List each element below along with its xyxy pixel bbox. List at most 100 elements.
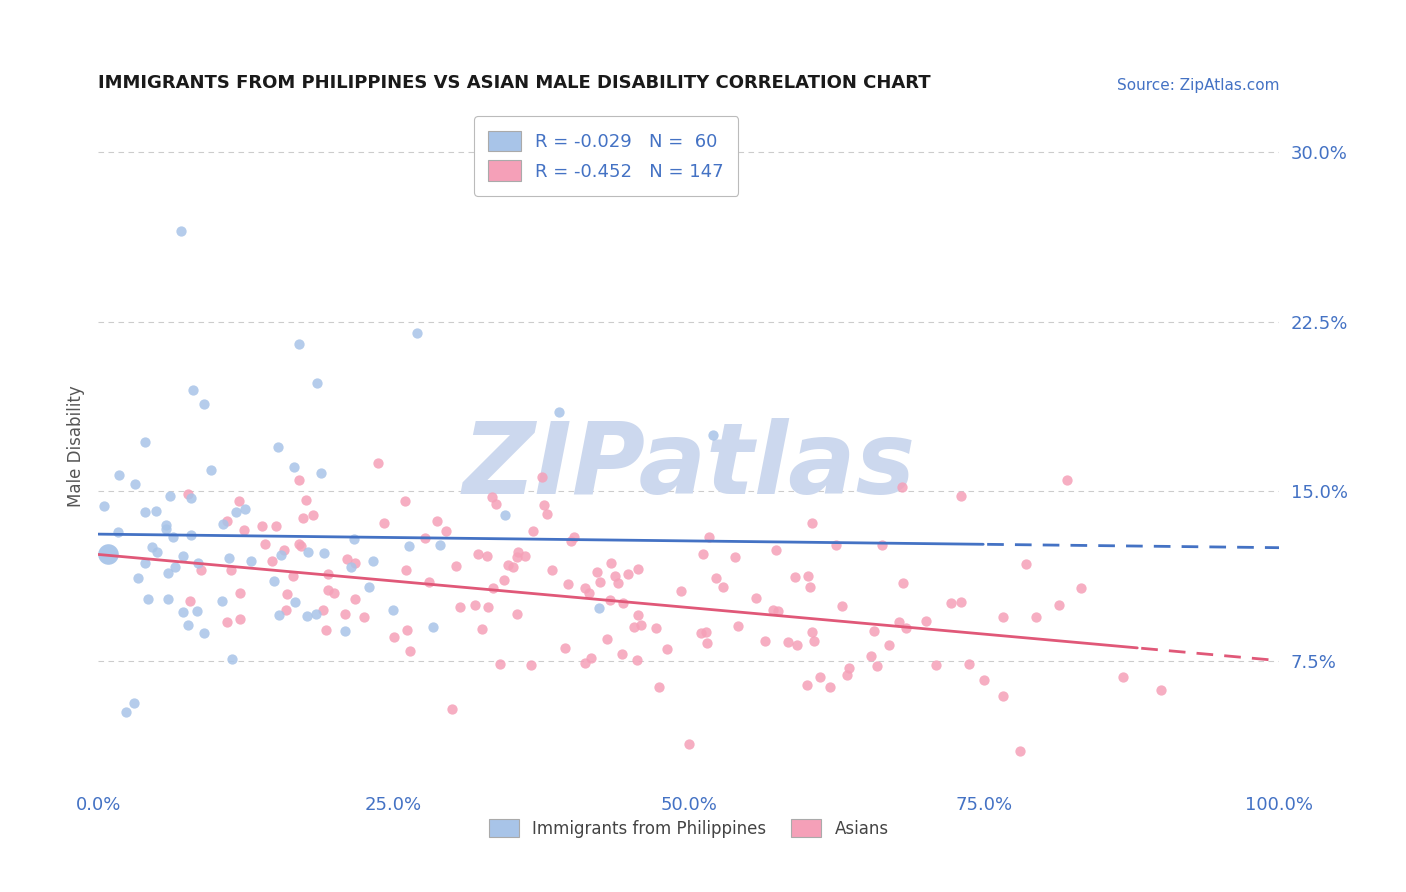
Point [301, 508, 323, 523]
Point [141, 540, 163, 554]
Point [554, 640, 576, 655]
Point [134, 434, 156, 449]
Point [599, 592, 621, 607]
Point [1008, 744, 1031, 758]
Point [336, 551, 359, 566]
Point [136, 592, 159, 607]
Point [1112, 670, 1135, 684]
Point [481, 490, 503, 504]
Point [595, 632, 617, 646]
Point [288, 337, 311, 351]
Point [562, 530, 585, 544]
Point [533, 498, 555, 512]
Legend: Immigrants from Philippines, Asians: Immigrants from Philippines, Asians [482, 813, 896, 845]
Y-axis label: Male Disability: Male Disability [66, 385, 84, 507]
Point [949, 489, 972, 503]
Text: IMMIGRANTS FROM PHILIPPINES VS ASIAN MALE DISABILITY CORRELATION CHART: IMMIGRANTS FROM PHILIPPINES VS ASIAN MAL… [98, 74, 931, 92]
Point [669, 583, 692, 598]
Point [193, 397, 215, 411]
Point [859, 648, 882, 663]
Point [586, 566, 609, 580]
Point [240, 554, 263, 568]
Point [502, 560, 524, 574]
Point [97, 548, 120, 562]
Point [343, 532, 366, 546]
Point [894, 622, 917, 636]
Point [541, 563, 564, 577]
Point [626, 653, 648, 667]
Point [678, 737, 700, 751]
Point [548, 405, 571, 419]
Point [228, 494, 250, 508]
Point [690, 626, 713, 640]
Point [471, 622, 494, 636]
Point [692, 547, 714, 561]
Point [215, 514, 238, 528]
Point [574, 656, 596, 670]
Point [505, 550, 527, 565]
Point [513, 549, 536, 563]
Point [394, 494, 416, 508]
Point [252, 519, 274, 533]
Point [607, 576, 630, 591]
Point [254, 537, 277, 551]
Point [284, 595, 307, 609]
Point [359, 580, 381, 594]
Point [233, 502, 256, 516]
Point [464, 598, 486, 612]
Point [367, 456, 389, 470]
Point [172, 549, 194, 563]
Point [157, 566, 180, 580]
Point [605, 568, 627, 582]
Point [315, 624, 337, 638]
Point [496, 558, 519, 572]
Point [441, 702, 464, 716]
Point [229, 612, 252, 626]
Point [489, 657, 512, 671]
Point [1025, 610, 1047, 624]
Point [343, 591, 366, 606]
Point [862, 624, 884, 638]
Point [536, 507, 558, 521]
Point [270, 548, 292, 562]
Point [305, 376, 328, 390]
Point [578, 586, 600, 600]
Point [957, 657, 980, 671]
Point [156, 591, 179, 606]
Point [872, 538, 894, 552]
Text: ZIPatlas: ZIPatlas [463, 417, 915, 515]
Point [762, 603, 785, 617]
Point [696, 636, 718, 650]
Point [835, 668, 858, 682]
Point [260, 554, 283, 568]
Point [557, 577, 579, 591]
Point [134, 505, 156, 519]
Point [1056, 473, 1078, 487]
Point [187, 556, 209, 570]
Point [727, 619, 749, 633]
Point [434, 524, 457, 539]
Point [267, 440, 290, 454]
Point [415, 532, 437, 546]
Point [648, 681, 671, 695]
Point [361, 554, 384, 568]
Point [887, 615, 910, 629]
Point [1070, 581, 1092, 595]
Point [170, 224, 193, 238]
Point [786, 638, 808, 652]
Point [494, 508, 516, 523]
Point [290, 539, 312, 553]
Point [159, 489, 181, 503]
Point [973, 673, 995, 687]
Point [274, 602, 297, 616]
Point [233, 523, 256, 537]
Point [444, 559, 467, 574]
Point [323, 585, 346, 599]
Point [711, 580, 734, 594]
Point [288, 473, 311, 487]
Point [754, 634, 776, 648]
Point [295, 493, 318, 508]
Point [477, 549, 499, 564]
Point [291, 511, 314, 525]
Point [177, 487, 200, 501]
